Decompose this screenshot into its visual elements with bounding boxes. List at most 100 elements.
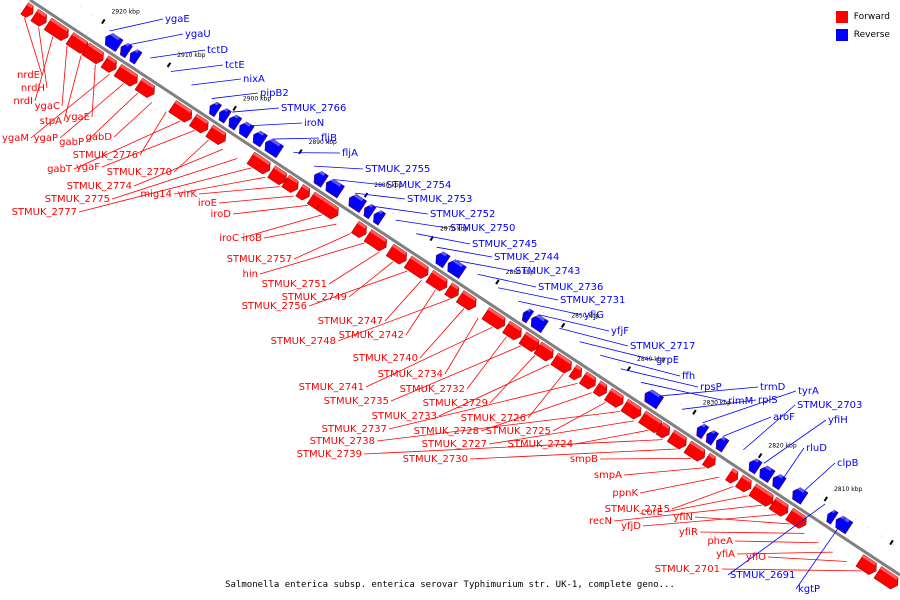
forward-gene-label: STMUK_2729 — [423, 398, 488, 409]
forward-gene-label: ygaP — [34, 133, 58, 144]
reverse-gene-arrow — [209, 99, 223, 118]
forward-gene-arrow — [518, 331, 540, 352]
leader-line — [699, 531, 805, 534]
leader-line — [240, 214, 323, 239]
leader-line — [804, 462, 836, 491]
tick-label: 2870 kbp — [440, 226, 468, 233]
reverse-gene-label: pipB2 — [260, 88, 289, 99]
reverse-gene-arrow — [835, 513, 854, 535]
forward-gene-label: STMUK_2742 — [339, 330, 404, 341]
forward-gene-arrow — [205, 124, 227, 145]
forward-gene-label: pheA — [707, 536, 733, 547]
forward-gene-label: yfiN — [673, 512, 693, 523]
forward-gene-label: STMUK_2741 — [299, 382, 364, 393]
reverse-gene-label: yfjG — [584, 310, 604, 321]
leader-line — [480, 392, 592, 432]
tick-label: 2820 kbp — [768, 443, 796, 450]
leader-line — [488, 420, 635, 445]
forward-gene-label: STMUK_2777 — [12, 207, 77, 218]
reverse-gene-arrow — [826, 508, 839, 525]
tick-label: 2860 kbp — [506, 269, 534, 276]
reverse-gene-label: ffh — [682, 371, 695, 382]
forward-gene-arrow — [568, 364, 583, 381]
leader-line — [783, 447, 805, 478]
forward-gene-label: STMUK_2751 — [262, 279, 327, 290]
leader-line — [273, 137, 320, 140]
leader-line — [313, 165, 364, 170]
reverse-gene-arrow — [252, 128, 268, 148]
leader-line — [334, 179, 385, 186]
tick-mark — [692, 409, 697, 415]
forward-gene-label: STMUK_2748 — [271, 336, 336, 347]
forward-gene-arrow — [785, 507, 807, 529]
reverse-gene-label: grpE — [656, 355, 679, 366]
forward-gene-arrow — [550, 352, 572, 374]
leader-line — [702, 390, 797, 424]
forward-gene-label: virK — [178, 189, 198, 200]
leader-line — [795, 517, 846, 590]
forward-gene-arrow — [425, 269, 448, 292]
forward-gene-label: STMUK_2775 — [45, 194, 110, 205]
leader-line — [639, 476, 720, 494]
tick-mark — [101, 18, 106, 25]
forward-gene-label: STMUK_2738 — [310, 436, 375, 447]
forward-gene-label: STMUK_2747 — [318, 316, 383, 327]
forward-gene-label: STMUK_2726 — [461, 413, 526, 424]
reverse-gene-label: clpB — [837, 458, 859, 469]
leader-line — [419, 308, 465, 359]
leader-line — [348, 261, 394, 298]
leader-line — [101, 129, 195, 168]
forward-gene-label: STMUK_2735 — [324, 396, 389, 407]
forward-gene-arrow — [768, 496, 789, 517]
forward-gene-arrow — [403, 255, 429, 279]
reverse-gene-arrow — [696, 421, 710, 440]
leader-line — [113, 101, 153, 138]
forward-gene-label: STMUK_2776 — [73, 150, 138, 161]
leader-line — [620, 368, 699, 388]
forward-gene-label: iroD — [211, 209, 232, 220]
forward-gene-label: nrdH — [21, 83, 45, 94]
reverse-gene-label: tyrA — [798, 386, 819, 397]
forward-gene-label: gabP — [59, 137, 84, 148]
leader-line — [388, 383, 578, 430]
leader-line — [198, 186, 280, 195]
forward-gene-arrow — [620, 398, 642, 420]
reverse-gene-arrow — [759, 463, 776, 483]
leader-line — [727, 503, 826, 576]
forward-gene-label: nrdE — [17, 70, 40, 81]
forward-gene-arrow — [725, 467, 739, 484]
forward-swatch — [835, 11, 848, 23]
leader-line — [574, 429, 649, 445]
forward-gene-arrow — [502, 320, 522, 341]
reverse-gene-arrow — [792, 485, 809, 505]
forward-gene-arrow — [735, 474, 752, 493]
forward-gene-label: gabT — [47, 164, 73, 175]
reverse-gene-label: tctD — [207, 45, 228, 56]
leader-line — [38, 27, 48, 89]
leader-line — [78, 167, 252, 213]
forward-gene-label: STMUK_2732 — [400, 384, 465, 395]
forward-gene-arrow — [81, 42, 104, 65]
forward-gene-label: gabD — [85, 132, 112, 143]
tick-mark — [560, 322, 566, 329]
reverse-gene-label: STMUK_2754 — [386, 180, 451, 191]
reverse-gene-label: STMUK_2731 — [560, 295, 625, 306]
tick-mark — [495, 279, 500, 285]
reverse-gene-label: STMUK_2744 — [494, 252, 559, 263]
leader-line — [579, 341, 655, 361]
reverse-gene-label: STMUK_2736 — [538, 282, 603, 293]
leader-line — [363, 439, 663, 455]
leader-line — [538, 314, 610, 332]
forward-gene-label: yfiO — [746, 552, 766, 563]
leader-line — [438, 364, 550, 417]
reverse-gene-label: STMUK_2753 — [407, 194, 472, 205]
leader-line — [763, 419, 827, 464]
forward-gene-arrow — [655, 421, 670, 439]
leader-line — [109, 18, 164, 32]
reverse-gene-label: fljB — [321, 133, 337, 144]
forward-gene-label: STMUK_2774 — [67, 181, 132, 192]
forward-gene-label: ygaM — [2, 133, 29, 144]
forward-gene-label: corE — [641, 507, 663, 518]
reverse-gene-arrow — [264, 136, 285, 159]
